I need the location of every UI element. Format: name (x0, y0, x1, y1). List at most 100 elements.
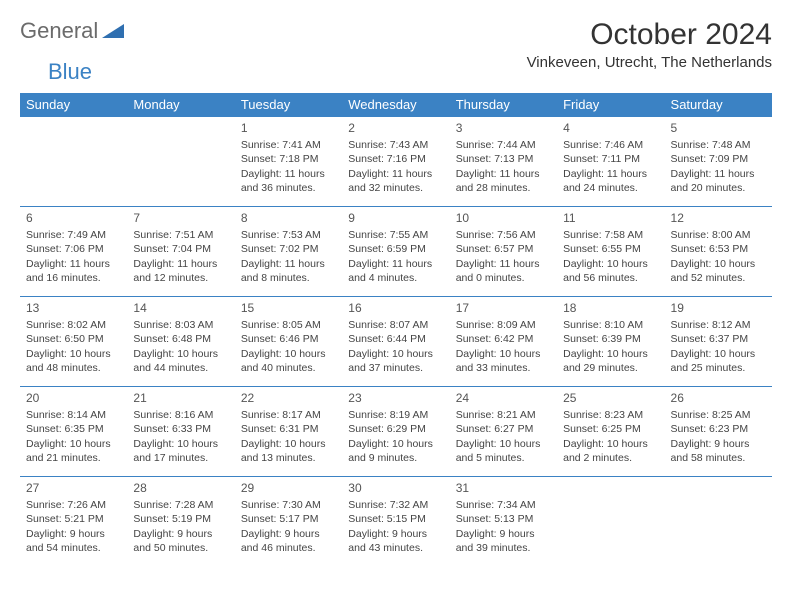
sunrise-line: Sunrise: 8:16 AM (133, 408, 228, 422)
sunrise-line: Sunrise: 8:10 AM (563, 318, 658, 332)
daylight-line: Daylight: 9 hours and 39 minutes. (456, 527, 551, 555)
sunrise-line: Sunrise: 7:30 AM (241, 498, 336, 512)
daylight-line: Daylight: 10 hours and 40 minutes. (241, 347, 336, 375)
daylight-line: Daylight: 9 hours and 50 minutes. (133, 527, 228, 555)
day-number: 23 (348, 390, 443, 406)
sunrise-line: Sunrise: 8:05 AM (241, 318, 336, 332)
sunset-line: Sunset: 6:27 PM (456, 422, 551, 436)
day-number: 14 (133, 300, 228, 316)
daylight-line: Daylight: 11 hours and 28 minutes. (456, 167, 551, 195)
sunset-line: Sunset: 7:09 PM (671, 152, 766, 166)
dayname-sunday: Sunday (20, 93, 127, 117)
daylight-line: Daylight: 10 hours and 52 minutes. (671, 257, 766, 285)
day-number: 17 (456, 300, 551, 316)
day-cell: 16Sunrise: 8:07 AMSunset: 6:44 PMDayligh… (342, 297, 449, 387)
daylight-line: Daylight: 10 hours and 48 minutes. (26, 347, 121, 375)
sunrise-line: Sunrise: 8:19 AM (348, 408, 443, 422)
sunset-line: Sunset: 6:25 PM (563, 422, 658, 436)
dayname-saturday: Saturday (665, 93, 772, 117)
sunrise-line: Sunrise: 7:32 AM (348, 498, 443, 512)
sunset-line: Sunset: 6:35 PM (26, 422, 121, 436)
day-cell: 6Sunrise: 7:49 AMSunset: 7:06 PMDaylight… (20, 207, 127, 297)
day-number: 2 (348, 120, 443, 136)
daylight-line: Daylight: 10 hours and 29 minutes. (563, 347, 658, 375)
sunset-line: Sunset: 6:59 PM (348, 242, 443, 256)
day-cell: 26Sunrise: 8:25 AMSunset: 6:23 PMDayligh… (665, 387, 772, 477)
daylight-line: Daylight: 10 hours and 44 minutes. (133, 347, 228, 375)
sunset-line: Sunset: 7:02 PM (241, 242, 336, 256)
sunrise-line: Sunrise: 7:26 AM (26, 498, 121, 512)
daylight-line: Daylight: 11 hours and 16 minutes. (26, 257, 121, 285)
sunrise-line: Sunrise: 8:03 AM (133, 318, 228, 332)
sunset-line: Sunset: 7:16 PM (348, 152, 443, 166)
sunrise-line: Sunrise: 7:48 AM (671, 138, 766, 152)
day-cell: 14Sunrise: 8:03 AMSunset: 6:48 PMDayligh… (127, 297, 234, 387)
day-cell (557, 477, 664, 567)
day-cell: 31Sunrise: 7:34 AMSunset: 5:13 PMDayligh… (450, 477, 557, 567)
day-number: 27 (26, 480, 121, 496)
dayname-tuesday: Tuesday (235, 93, 342, 117)
sunset-line: Sunset: 6:44 PM (348, 332, 443, 346)
sunset-line: Sunset: 7:11 PM (563, 152, 658, 166)
day-cell: 27Sunrise: 7:26 AMSunset: 5:21 PMDayligh… (20, 477, 127, 567)
sunset-line: Sunset: 6:33 PM (133, 422, 228, 436)
day-cell: 7Sunrise: 7:51 AMSunset: 7:04 PMDaylight… (127, 207, 234, 297)
sunrise-line: Sunrise: 7:51 AM (133, 228, 228, 242)
day-cell: 28Sunrise: 7:28 AMSunset: 5:19 PMDayligh… (127, 477, 234, 567)
sunset-line: Sunset: 6:37 PM (671, 332, 766, 346)
sunrise-line: Sunrise: 7:43 AM (348, 138, 443, 152)
day-cell: 11Sunrise: 7:58 AMSunset: 6:55 PMDayligh… (557, 207, 664, 297)
day-cell: 21Sunrise: 8:16 AMSunset: 6:33 PMDayligh… (127, 387, 234, 477)
sunset-line: Sunset: 5:19 PM (133, 512, 228, 526)
day-cell: 18Sunrise: 8:10 AMSunset: 6:39 PMDayligh… (557, 297, 664, 387)
dayname-row: Sunday Monday Tuesday Wednesday Thursday… (20, 93, 772, 117)
sunrise-line: Sunrise: 7:55 AM (348, 228, 443, 242)
daylight-line: Daylight: 11 hours and 36 minutes. (241, 167, 336, 195)
daylight-line: Daylight: 9 hours and 54 minutes. (26, 527, 121, 555)
sunrise-line: Sunrise: 8:25 AM (671, 408, 766, 422)
sunrise-line: Sunrise: 7:53 AM (241, 228, 336, 242)
day-number: 12 (671, 210, 766, 226)
day-cell: 30Sunrise: 7:32 AMSunset: 5:15 PMDayligh… (342, 477, 449, 567)
sunset-line: Sunset: 6:29 PM (348, 422, 443, 436)
day-number: 26 (671, 390, 766, 406)
daylight-line: Daylight: 11 hours and 12 minutes. (133, 257, 228, 285)
day-cell: 23Sunrise: 8:19 AMSunset: 6:29 PMDayligh… (342, 387, 449, 477)
sunset-line: Sunset: 6:53 PM (671, 242, 766, 256)
day-number: 6 (26, 210, 121, 226)
daylight-line: Daylight: 9 hours and 46 minutes. (241, 527, 336, 555)
day-number: 30 (348, 480, 443, 496)
day-number: 21 (133, 390, 228, 406)
sunset-line: Sunset: 6:23 PM (671, 422, 766, 436)
sunset-line: Sunset: 6:31 PM (241, 422, 336, 436)
day-cell: 19Sunrise: 8:12 AMSunset: 6:37 PMDayligh… (665, 297, 772, 387)
day-number: 24 (456, 390, 551, 406)
page-title: October 2024 (527, 18, 772, 52)
day-number: 4 (563, 120, 658, 136)
day-cell: 8Sunrise: 7:53 AMSunset: 7:02 PMDaylight… (235, 207, 342, 297)
day-number: 13 (26, 300, 121, 316)
day-number: 3 (456, 120, 551, 136)
day-cell: 17Sunrise: 8:09 AMSunset: 6:42 PMDayligh… (450, 297, 557, 387)
daylight-line: Daylight: 10 hours and 5 minutes. (456, 437, 551, 465)
dayname-friday: Friday (557, 93, 664, 117)
daylight-line: Daylight: 11 hours and 4 minutes. (348, 257, 443, 285)
sunset-line: Sunset: 7:13 PM (456, 152, 551, 166)
daylight-line: Daylight: 10 hours and 33 minutes. (456, 347, 551, 375)
day-number: 9 (348, 210, 443, 226)
daylight-line: Daylight: 10 hours and 21 minutes. (26, 437, 121, 465)
day-cell: 12Sunrise: 8:00 AMSunset: 6:53 PMDayligh… (665, 207, 772, 297)
sunset-line: Sunset: 7:18 PM (241, 152, 336, 166)
dayname-monday: Monday (127, 93, 234, 117)
logo-text-blue: Blue (48, 59, 92, 84)
day-number: 15 (241, 300, 336, 316)
day-cell: 24 Sunrise: 8:21 AMSunset: 6:27 PMDayligh… (450, 387, 557, 477)
sunrise-line: Sunrise: 7:49 AM (26, 228, 121, 242)
day-number: 11 (563, 210, 658, 226)
sunrise-line: Sunrise: 8:07 AM (348, 318, 443, 332)
day-number: 29 (241, 480, 336, 496)
day-number: 8 (241, 210, 336, 226)
day-number: 22 (241, 390, 336, 406)
day-number: 18 (563, 300, 658, 316)
sunrise-line: Sunrise: 8:21 AM (456, 408, 551, 422)
